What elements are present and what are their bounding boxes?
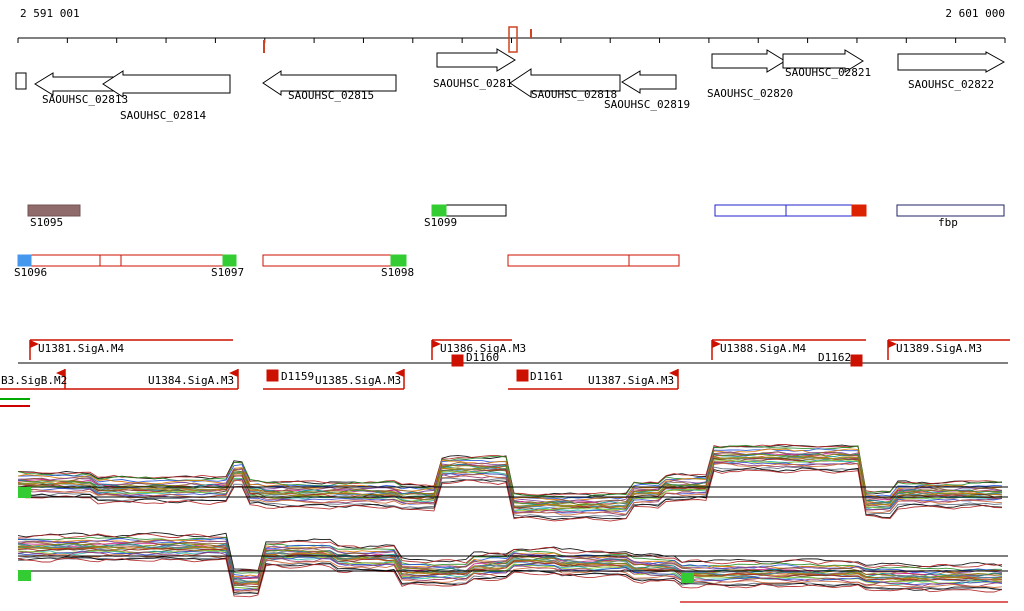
transcript-box[interactable] [714, 204, 867, 217]
d-site-label: D1162 [818, 351, 851, 364]
promoter-label: U1387.SigA.M3 [588, 374, 674, 387]
expression-series-line [17, 547, 1003, 586]
transcript-label: S1096 [14, 266, 47, 279]
expression-series-line [17, 557, 1003, 598]
coordinate-ruler [17, 26, 1006, 53]
d-site-label: D1160 [466, 351, 499, 364]
expression-series-line [17, 556, 1003, 594]
gene-label: SAOUHSC_02813 [42, 93, 128, 106]
transcript-box[interactable] [27, 204, 81, 217]
transcript-track: S1095 S1099 fbp S1096 S1097 S1098 [14, 204, 1005, 279]
d-site-marker[interactable] [850, 354, 863, 367]
promoter-label: U1381.SigA.M4 [38, 342, 124, 355]
expression-series-line [17, 453, 1003, 505]
promoter-flag-down[interactable] [395, 369, 404, 377]
promoter-flag-up[interactable] [888, 340, 897, 348]
gene-label: SAOUHSC_02822 [908, 78, 994, 91]
promoter-flag-up[interactable] [712, 340, 721, 348]
coverage-marker [18, 570, 31, 581]
transcript-label: S1097 [211, 266, 244, 279]
promoter-flag-down[interactable] [669, 369, 678, 377]
gene-arrow[interactable] [509, 68, 621, 98]
gene-label: SAOUHSC_02815 [288, 89, 374, 102]
expression-track [17, 443, 1008, 603]
transcript-box[interactable] [507, 254, 680, 267]
ruler-marker-box [508, 26, 518, 53]
transcript-box[interactable] [262, 254, 407, 267]
ruler-start-label: 2 591 001 [20, 7, 80, 20]
expression-series-line [17, 536, 1002, 574]
transcript-box[interactable] [896, 204, 1005, 217]
gene-arrow[interactable] [102, 70, 231, 98]
promoter-label: U1388.SigA.M4 [720, 342, 806, 355]
gene-label: SAOUHSC_02816 [433, 77, 519, 90]
gene-arrow[interactable] [621, 70, 677, 94]
promoter-track: U1381.SigA.M4 U1386.SigA.M3 U1388.SigA.M4 U… [0, 339, 1010, 407]
transcript-label: S1098 [381, 266, 414, 279]
transcript-label: S1099 [424, 216, 457, 229]
transcript-box[interactable] [30, 254, 237, 267]
expression-series-line [17, 543, 1003, 584]
gene-arrow-partial[interactable] [15, 72, 27, 90]
transcript-segment [222, 254, 237, 267]
gene-arrow[interactable] [436, 48, 516, 72]
promoter-label: B3.SigB.M2 [1, 374, 67, 387]
promoter-flag-down[interactable] [229, 369, 238, 377]
expression-series-line [17, 448, 1003, 502]
transcript-label: fbp [938, 216, 958, 229]
expression-series-line [17, 469, 1003, 522]
gene-label: SAOUHSC_02814 [120, 109, 206, 122]
d-site-label: D1161 [530, 370, 563, 383]
gene-label: SAOUHSC_02820 [707, 87, 793, 100]
coverage-marker [18, 487, 31, 498]
expression-series-line [17, 533, 1003, 573]
d-site-marker[interactable] [516, 369, 529, 382]
d-site-marker[interactable] [451, 354, 464, 367]
gene-track: SAOUHSC_02813 SAOUHSC_02814 SAOUHSC_02815 S… [15, 48, 1006, 122]
d-site-marker[interactable] [266, 369, 279, 382]
transcript-segment [390, 254, 407, 267]
gene-label: SAOUHSC_02819 [604, 98, 690, 111]
promoter-flag-up[interactable] [30, 340, 39, 348]
gene-arrow[interactable] [262, 70, 397, 96]
promoter-label: U1385.SigA.M3 [315, 374, 401, 387]
ruler-end-label: 2 601 000 [945, 7, 1005, 20]
promoter-label: U1389.SigA.M3 [896, 342, 982, 355]
promoter-label: U1386.SigA.M3 [440, 342, 526, 355]
gene-arrow[interactable] [782, 49, 864, 73]
transcript-label: S1095 [30, 216, 63, 229]
promoter-flag-up[interactable] [432, 340, 441, 348]
transcript-segment [851, 204, 867, 217]
promoter-label: U1384.SigA.M3 [148, 374, 234, 387]
d-site-label: D1159 [281, 370, 314, 383]
gene-arrow[interactable] [711, 49, 786, 73]
transcript-segment [17, 254, 32, 267]
gene-arrow[interactable] [897, 51, 1006, 73]
promoter-flag-down[interactable] [56, 369, 65, 377]
gene-label: SAOUHSC_02821 [785, 66, 871, 79]
coverage-marker [681, 573, 694, 583]
transcript-segment [431, 204, 447, 217]
gene-label: SAOUHSC_02818 [531, 88, 617, 101]
